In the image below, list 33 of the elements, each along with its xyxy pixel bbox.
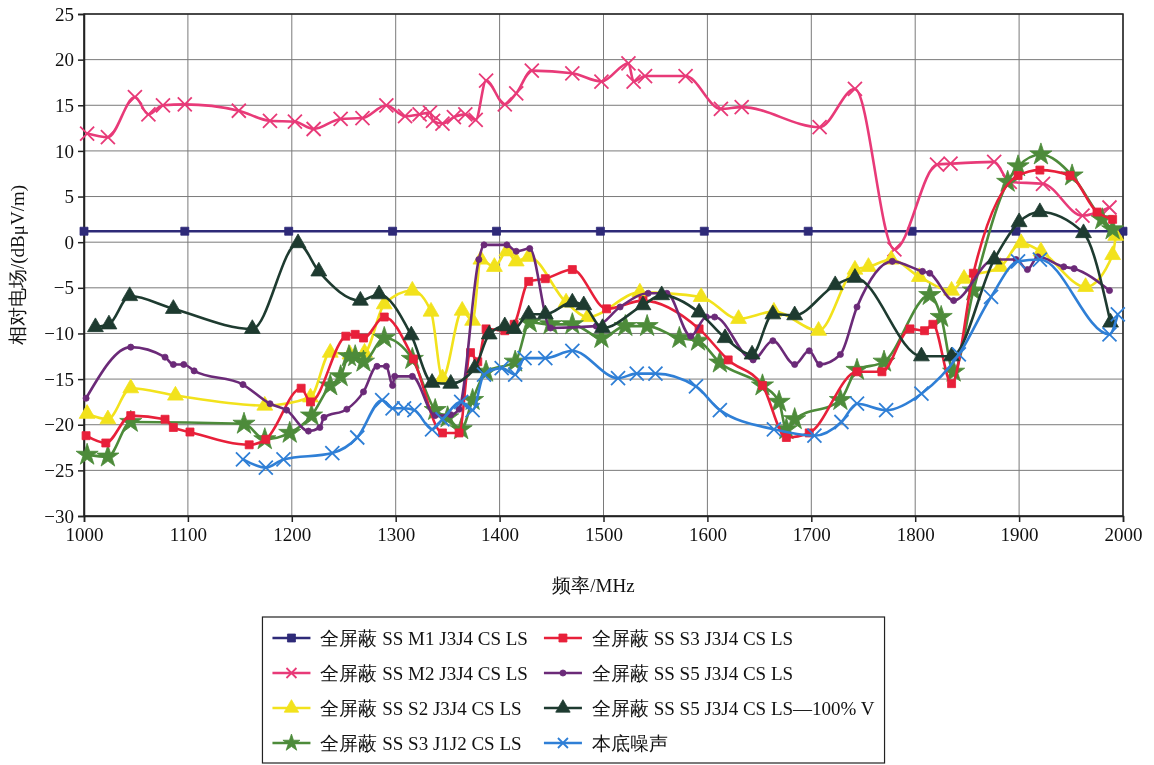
y-tick-label: −20 xyxy=(44,414,74,436)
legend-label: 全屏蔽 SS S3 J1J2 CS LS xyxy=(320,733,522,754)
x-tick-label: 1000 xyxy=(65,524,104,546)
y-tick-label: −25 xyxy=(44,459,74,481)
legend-label: 全屏蔽 SS S3 J3J4 CS LS xyxy=(591,628,794,649)
legend-label: 全屏蔽 SS S2 J3J4 CS LS xyxy=(320,698,522,719)
y-tick-label: 5 xyxy=(64,186,74,208)
x-tick-label: 1700 xyxy=(792,524,831,546)
y-tick-label: 25 xyxy=(55,3,74,25)
legend-label: 全屏蔽 SS M2 J3J4 CS LS xyxy=(320,663,528,684)
x-tick-label: 1500 xyxy=(585,524,623,546)
y-axis-title: 相对电场/(dBμV/m) xyxy=(7,184,29,346)
x-tick-label: 1400 xyxy=(481,524,520,546)
x-tick-label: 2000 xyxy=(1104,524,1143,546)
y-tick-label: −5 xyxy=(53,277,74,299)
y-tick-label: 0 xyxy=(64,231,74,253)
legend-label: 本底噪声 xyxy=(591,733,668,754)
legend-label: 全屏蔽 SS S5 J3J4 CS LS xyxy=(591,663,794,684)
y-tick-label: −10 xyxy=(44,323,74,345)
y-tick-label: −30 xyxy=(44,505,74,527)
x-tick-label: 1100 xyxy=(169,524,208,546)
x-tick-label: 1200 xyxy=(273,524,312,546)
y-tick-label: 20 xyxy=(55,49,74,71)
x-tick-label: 1600 xyxy=(688,524,727,546)
x-tick-label: 1900 xyxy=(1000,524,1039,546)
x-tick-label: 1300 xyxy=(377,524,416,546)
y-tick-label: 15 xyxy=(55,94,74,116)
x-tick-label: 1800 xyxy=(896,524,935,546)
y-tick-label: 10 xyxy=(55,140,74,162)
y-tick-label: −15 xyxy=(44,368,74,390)
x-axis-title: 频率/MHz xyxy=(552,575,635,596)
legend-label: 全屏蔽 SS M1 J3J4 CS LS xyxy=(320,628,528,649)
legend-label: 全屏蔽 SS S5 J3J4 CS LS—100% V xyxy=(591,698,875,719)
